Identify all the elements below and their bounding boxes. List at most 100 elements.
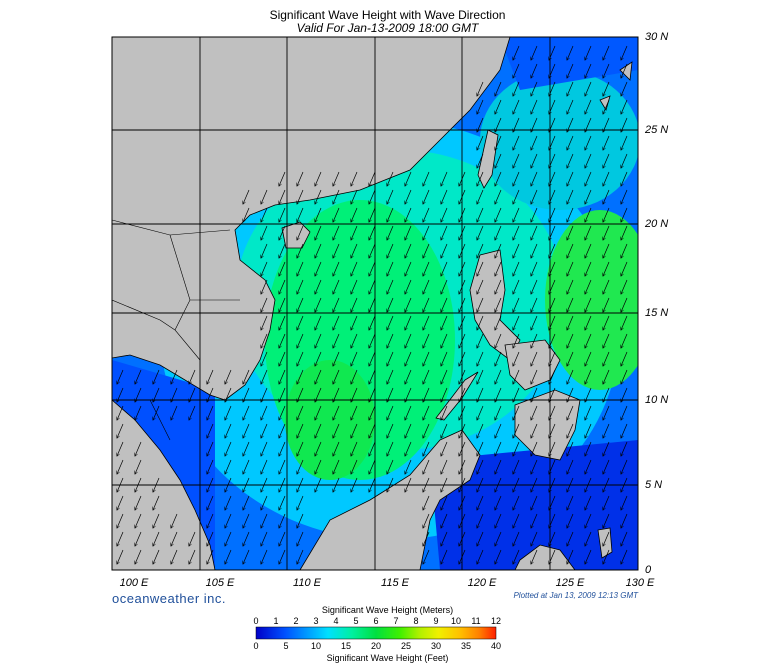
wave-arrow — [495, 261, 502, 276]
wave-arrow — [279, 513, 286, 528]
wave-arrow — [567, 99, 574, 114]
wave-arrow — [423, 405, 430, 420]
wave-arrow — [423, 261, 430, 276]
wave-arrow — [441, 243, 448, 258]
wave-arrow — [567, 189, 574, 204]
wave-arrow — [333, 441, 340, 456]
wave-arrow — [567, 351, 574, 366]
wave-arrow — [495, 99, 502, 114]
wave-arrow — [279, 423, 286, 438]
wave-arrow — [423, 225, 430, 240]
wave-arrow — [279, 315, 286, 330]
wave-arrow — [333, 459, 340, 474]
lat-label-15n: 15 N — [645, 307, 669, 319]
wave-arrow — [387, 225, 394, 240]
wave-arrow — [135, 459, 142, 474]
wave-arrow — [207, 369, 214, 384]
wave-arrow — [351, 333, 358, 348]
wave-arrow — [315, 207, 322, 222]
wave-arrow — [153, 531, 160, 546]
wave-arrow — [585, 423, 592, 438]
wave-arrow — [531, 495, 538, 510]
lon-label-130e: 130 E — [625, 577, 655, 589]
wave-arrow — [315, 243, 322, 258]
wave-arrow — [351, 189, 358, 204]
wave-arrow — [279, 549, 286, 564]
wave-arrow — [477, 279, 484, 294]
lat-label-30n: 30 N — [645, 31, 669, 43]
wave-arrow — [567, 45, 574, 60]
wave-arrow — [315, 351, 322, 366]
wave-arrow — [333, 351, 340, 366]
wave-arrow — [495, 531, 502, 546]
colorbar-feet-tick: 5 — [283, 641, 289, 651]
wave-arrow — [333, 189, 340, 204]
wave-arrow — [477, 225, 484, 240]
wave-arrow — [567, 63, 574, 78]
wave-arrow — [621, 531, 628, 546]
wave-arrow — [441, 405, 448, 420]
colorbar — [255, 626, 497, 640]
wave-arrow — [117, 441, 124, 456]
wave-arrow — [513, 225, 520, 240]
wave-arrow — [585, 549, 592, 564]
colorbar-meter-tick: 12 — [490, 616, 501, 626]
wave-arrow — [531, 207, 538, 222]
wave-arrow — [513, 45, 520, 60]
wave-arrow — [513, 135, 520, 150]
wave-arrow — [387, 297, 394, 312]
colorbar-meter-tick: 1 — [273, 616, 279, 626]
wave-arrow — [369, 243, 376, 258]
colorbar-meter-tick: 6 — [373, 616, 379, 626]
wave-arrow — [495, 297, 502, 312]
wave-arrow — [495, 225, 502, 240]
wave-arrow — [621, 171, 628, 186]
wave-arrow — [279, 351, 286, 366]
wave-arrow — [585, 225, 592, 240]
wave-arrow — [423, 351, 430, 366]
mindanao-island — [514, 389, 581, 461]
wave-arrow — [513, 171, 520, 186]
wave-arrow — [369, 279, 376, 294]
hainan-island — [281, 221, 311, 249]
wave-arrow — [387, 189, 394, 204]
wave-arrow — [369, 333, 376, 348]
colorbar-meter-tick: 10 — [450, 616, 461, 626]
colorbar-meter-tick: 7 — [393, 616, 399, 626]
wave-arrow — [621, 261, 628, 276]
wave-arrow — [153, 369, 160, 384]
wave-arrow — [603, 441, 610, 456]
colorbar-meter-tick: 2 — [293, 616, 299, 626]
wave-arrow — [297, 333, 304, 348]
wave-arrow — [333, 261, 340, 276]
wave-arrow — [171, 369, 178, 384]
wave-arrow — [225, 459, 232, 474]
colorbar-meter-tick: 8 — [413, 616, 419, 626]
colorbar-feet-tick: 35 — [460, 641, 471, 651]
wave-arrow — [621, 333, 628, 348]
wave-arrow — [513, 261, 520, 276]
wave-arrow — [567, 369, 574, 384]
wave-arrow — [297, 189, 304, 204]
valid-time-subtitle: Valid For Jan-13-2009 18:00 GMT — [296, 21, 479, 35]
wave-arrow — [423, 513, 430, 528]
wave-arrow — [621, 225, 628, 240]
wave-arrow — [477, 135, 484, 150]
wave-arrow — [297, 423, 304, 438]
wave-arrow — [135, 549, 142, 564]
wave-arrow — [117, 495, 124, 510]
sulawesi-island — [514, 544, 576, 570]
wave-arrow — [279, 441, 286, 456]
wave-arrow — [351, 261, 358, 276]
wave-arrow — [603, 513, 610, 528]
lat-label-0: 0 — [645, 564, 652, 576]
wave-arrow — [351, 351, 358, 366]
wave-arrow — [477, 351, 484, 366]
colorbar-meter-tick: 4 — [333, 616, 339, 626]
wave-arrow — [585, 63, 592, 78]
wave-arrow — [387, 207, 394, 222]
wave-arrow — [297, 279, 304, 294]
wave-arrow — [513, 243, 520, 258]
wave-arrow — [261, 441, 268, 456]
